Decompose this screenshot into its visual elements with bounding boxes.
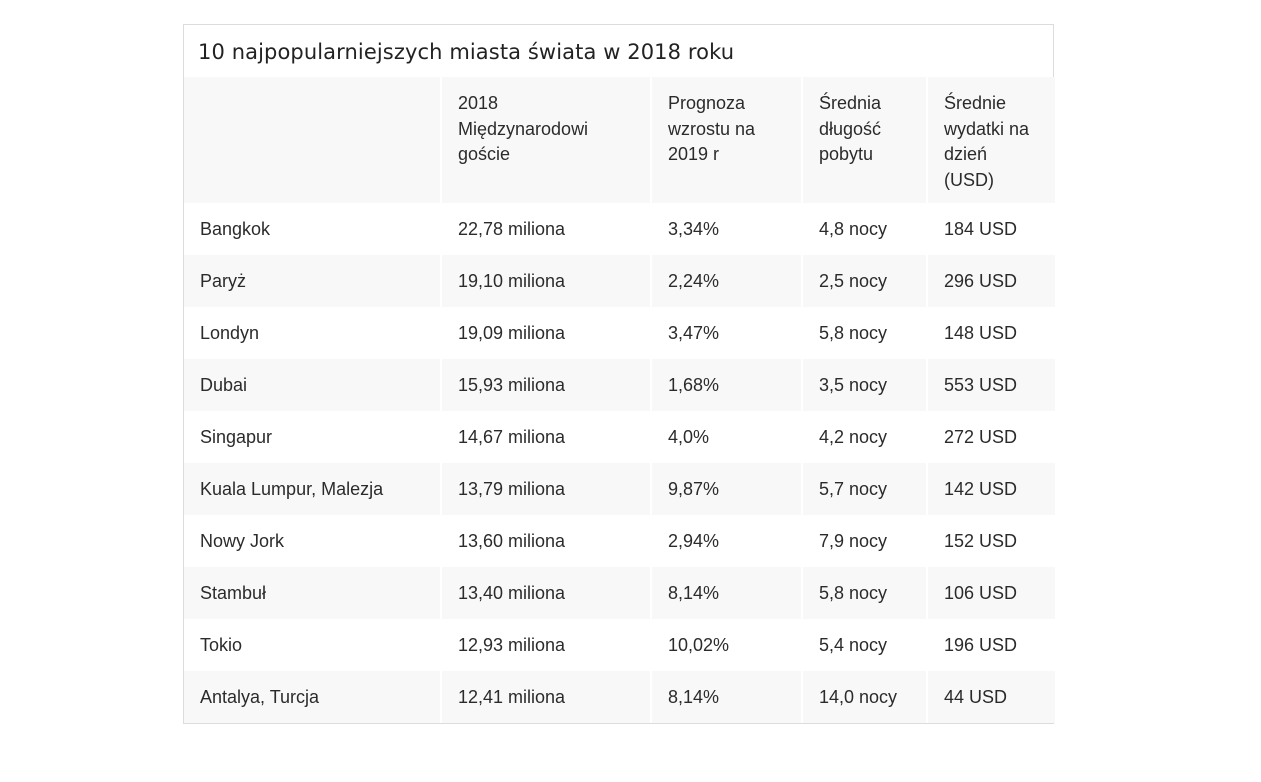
cell-visitors: 22,78 miliona bbox=[442, 203, 652, 255]
cell-stay: 2,5 nocy bbox=[803, 255, 928, 307]
cell-stay: 4,8 nocy bbox=[803, 203, 928, 255]
header-line: Średnia bbox=[819, 93, 882, 113]
cell-growth: 4,0% bbox=[652, 411, 803, 463]
cell-city: Nowy Jork bbox=[184, 515, 442, 567]
cell-city: Kuala Lumpur, Malezja bbox=[184, 463, 442, 515]
cell-growth: 1,68% bbox=[652, 359, 803, 411]
cell-visitors: 19,10 miliona bbox=[442, 255, 652, 307]
cell-growth: 3,34% bbox=[652, 203, 803, 255]
cell-stay: 4,2 nocy bbox=[803, 411, 928, 463]
cell-visitors: 14,67 miliona bbox=[442, 411, 652, 463]
table-card: 10 najpopularniejszych miasta świata w 2… bbox=[183, 24, 1055, 724]
header-line: 2019 r bbox=[668, 144, 720, 164]
header-line: 2018 bbox=[458, 93, 499, 113]
table-row: Stambuł 13,40 miliona 8,14% 5,8 nocy 106 USD bbox=[184, 567, 1055, 619]
cell-growth: 2,24% bbox=[652, 255, 803, 307]
table-row: Paryż 19,10 miliona 2,24% 2,5 nocy 296 USD bbox=[184, 255, 1055, 307]
header-stay: Średnia długość pobytu bbox=[803, 77, 928, 203]
cell-stay: 3,5 nocy bbox=[803, 359, 928, 411]
cell-city: Bangkok bbox=[184, 203, 442, 255]
cell-growth: 8,14% bbox=[652, 567, 803, 619]
cell-stay: 7,9 nocy bbox=[803, 515, 928, 567]
header-line: goście bbox=[458, 144, 511, 164]
cell-stay: 5,8 nocy bbox=[803, 307, 928, 359]
table-row: Bangkok 22,78 miliona 3,34% 4,8 nocy 184 USD bbox=[184, 203, 1055, 255]
cell-spend: 44 USD bbox=[928, 671, 1055, 723]
cell-visitors: 19,09 miliona bbox=[442, 307, 652, 359]
table-header: 2018 Międzynarodowi goście Prognoza wzrostu … bbox=[184, 77, 1055, 203]
cell-city: Paryż bbox=[184, 255, 442, 307]
cell-spend: 106 USD bbox=[928, 567, 1055, 619]
header-line: Międzynarodowi bbox=[458, 118, 589, 139]
table-row: Dubai 15,93 miliona 1,68% 3,5 nocy 553 USD bbox=[184, 359, 1055, 411]
cell-spend: 152 USD bbox=[928, 515, 1055, 567]
cell-stay: 14,0 nocy bbox=[803, 671, 928, 723]
data-table: 2018 Międzynarodowi goście Prognoza wzrostu … bbox=[184, 77, 1055, 723]
cell-visitors: 12,41 miliona bbox=[442, 671, 652, 723]
header-spend: Średnie wydatki na dzień (USD) bbox=[928, 77, 1055, 203]
table-row: Londyn 19,09 miliona 3,47% 5,8 nocy 148 USD bbox=[184, 307, 1055, 359]
table-body: Bangkok 22,78 miliona 3,34% 4,8 nocy 184 USD… bbox=[184, 203, 1055, 723]
header-visitors: 2018 Międzynarodowi goście bbox=[442, 77, 652, 203]
cell-visitors: 13,79 miliona bbox=[442, 463, 652, 515]
cell-growth: 10,02% bbox=[652, 619, 803, 671]
cell-city: Stambuł bbox=[184, 567, 442, 619]
header-line: dzień bbox=[944, 144, 988, 164]
cell-growth: 3,47% bbox=[652, 307, 803, 359]
table-row: Singapur 14,67 miliona 4,0% 4,2 nocy 272 USD bbox=[184, 411, 1055, 463]
table-row: Antalya, Turcja 12,41 miliona 8,14% 14,0 no… bbox=[184, 671, 1055, 723]
cell-growth: 9,87% bbox=[652, 463, 803, 515]
cell-visitors: 15,93 miliona bbox=[442, 359, 652, 411]
header-line: długość bbox=[819, 118, 882, 139]
cell-stay: 5,4 nocy bbox=[803, 619, 928, 671]
cell-city: Londyn bbox=[184, 307, 442, 359]
table-row: Kuala Lumpur, Malezja 13,79 miliona 9,87% 5… bbox=[184, 463, 1055, 515]
cell-spend: 184 USD bbox=[928, 203, 1055, 255]
header-line: Średnie bbox=[944, 93, 1007, 113]
table-row: Nowy Jork 13,60 miliona 2,94% 7,9 nocy 152 U… bbox=[184, 515, 1055, 567]
header-row: 2018 Międzynarodowi goście Prognoza wzrostu … bbox=[184, 77, 1055, 203]
header-line: Prognoza bbox=[668, 93, 746, 113]
header-line: wzrostu na bbox=[668, 118, 756, 139]
cell-spend: 296 USD bbox=[928, 255, 1055, 307]
cell-spend: 196 USD bbox=[928, 619, 1055, 671]
cell-city: Tokio bbox=[184, 619, 442, 671]
cell-growth: 8,14% bbox=[652, 671, 803, 723]
cell-spend: 142 USD bbox=[928, 463, 1055, 515]
cell-stay: 5,7 nocy bbox=[803, 463, 928, 515]
cell-city: Antalya, Turcja bbox=[184, 671, 442, 723]
table-title: 10 najpopularniejszych miasta świata w 2… bbox=[198, 40, 735, 64]
cell-spend: 272 USD bbox=[928, 411, 1055, 463]
header-line: (USD) bbox=[944, 169, 994, 190]
cell-visitors: 13,40 miliona bbox=[442, 567, 652, 619]
header-city bbox=[184, 77, 442, 203]
header-line: pobytu bbox=[819, 144, 874, 164]
header-line: wydatki na bbox=[944, 118, 1030, 139]
cell-spend: 148 USD bbox=[928, 307, 1055, 359]
cell-visitors: 12,93 miliona bbox=[442, 619, 652, 671]
header-growth: Prognoza wzrostu na 2019 r bbox=[652, 77, 803, 203]
cell-stay: 5,8 nocy bbox=[803, 567, 928, 619]
cell-growth: 2,94% bbox=[652, 515, 803, 567]
cell-city: Dubai bbox=[184, 359, 442, 411]
cell-city: Singapur bbox=[184, 411, 442, 463]
table-row: Tokio 12,93 miliona 10,02% 5,4 nocy 196 USD bbox=[184, 619, 1055, 671]
cell-spend: 553 USD bbox=[928, 359, 1055, 411]
cell-visitors: 13,60 miliona bbox=[442, 515, 652, 567]
